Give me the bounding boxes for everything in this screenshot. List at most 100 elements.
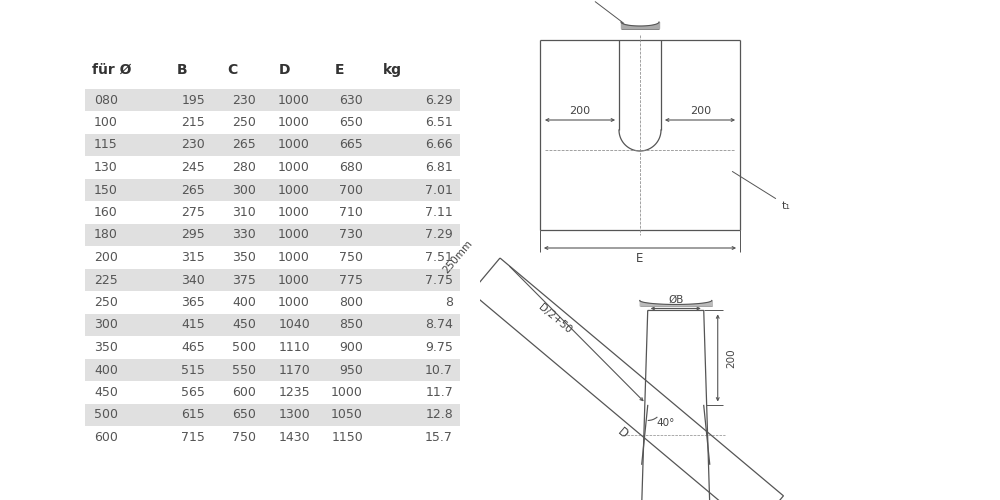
Text: 250: 250 (94, 296, 118, 309)
Text: 400: 400 (94, 364, 118, 376)
Text: 615: 615 (181, 408, 205, 422)
Text: 1170: 1170 (278, 364, 310, 376)
Text: 665: 665 (339, 138, 363, 151)
Text: 1110: 1110 (278, 341, 310, 354)
Text: 465: 465 (181, 341, 205, 354)
Text: 8: 8 (445, 296, 453, 309)
Text: 400: 400 (232, 296, 256, 309)
Text: 1000: 1000 (331, 386, 363, 399)
Text: 15.7: 15.7 (425, 431, 453, 444)
Text: 650: 650 (339, 116, 363, 129)
Text: 230: 230 (232, 94, 256, 106)
Text: 350: 350 (232, 251, 256, 264)
Text: 565: 565 (181, 386, 205, 399)
Text: 6.51: 6.51 (425, 116, 453, 129)
Text: 215: 215 (181, 116, 205, 129)
Text: 1150: 1150 (331, 431, 363, 444)
Text: E: E (335, 63, 345, 77)
Bar (85, 201, 460, 224)
Text: D: D (278, 63, 290, 77)
Text: 365: 365 (181, 296, 205, 309)
Text: 850: 850 (339, 318, 363, 332)
Text: 1430: 1430 (278, 431, 310, 444)
Text: 415: 415 (181, 318, 205, 332)
Text: 450: 450 (94, 386, 118, 399)
Text: für Ø: für Ø (92, 63, 132, 77)
Text: 200: 200 (94, 251, 118, 264)
Text: 1040: 1040 (278, 318, 310, 332)
Text: 800: 800 (339, 296, 363, 309)
Bar (85, 179, 460, 201)
Text: 250mm: 250mm (441, 238, 474, 276)
Text: 600: 600 (232, 386, 256, 399)
Text: 080: 080 (94, 94, 118, 106)
Text: 1000: 1000 (278, 251, 310, 264)
Text: 500: 500 (232, 341, 256, 354)
Text: t₁: t₁ (782, 201, 790, 211)
Bar (85, 89, 460, 112)
Text: 7.11: 7.11 (425, 206, 453, 219)
Text: 715: 715 (181, 431, 205, 444)
Text: 500: 500 (94, 408, 118, 422)
Text: 775: 775 (339, 274, 363, 286)
Text: 225: 225 (94, 274, 118, 286)
Text: 1000: 1000 (278, 296, 310, 309)
Text: 200: 200 (727, 348, 737, 368)
Text: C: C (227, 63, 237, 77)
Bar (85, 404, 460, 426)
Bar (85, 336, 460, 359)
Bar (85, 359, 460, 381)
Text: 1000: 1000 (278, 228, 310, 241)
Text: 100: 100 (94, 116, 118, 129)
Text: 6.66: 6.66 (425, 138, 453, 151)
Text: 515: 515 (181, 364, 205, 376)
Text: 1000: 1000 (278, 161, 310, 174)
Text: 750: 750 (232, 431, 256, 444)
Text: 200: 200 (569, 106, 590, 116)
Text: 115: 115 (94, 138, 118, 151)
Text: 950: 950 (339, 364, 363, 376)
Text: 280: 280 (232, 161, 256, 174)
Text: 11.7: 11.7 (425, 386, 453, 399)
Text: E: E (636, 252, 644, 264)
Text: 12.8: 12.8 (425, 408, 453, 422)
Text: 330: 330 (232, 228, 256, 241)
Text: 230: 230 (181, 138, 205, 151)
Text: 1000: 1000 (278, 94, 310, 106)
Text: ØB: ØB (668, 294, 683, 304)
Text: 375: 375 (232, 274, 256, 286)
Text: 900: 900 (339, 341, 363, 354)
Bar (85, 269, 460, 291)
Text: 195: 195 (181, 94, 205, 106)
Text: 150: 150 (94, 184, 118, 196)
Text: 6.29: 6.29 (425, 94, 453, 106)
Bar (85, 224, 460, 246)
Bar (85, 426, 460, 449)
Text: 6.81: 6.81 (425, 161, 453, 174)
Text: 340: 340 (181, 274, 205, 286)
Text: kg: kg (382, 63, 402, 77)
Text: 600: 600 (94, 431, 118, 444)
Text: 7.29: 7.29 (425, 228, 453, 241)
Text: 160: 160 (94, 206, 118, 219)
Text: 40°: 40° (657, 418, 675, 428)
Text: 450: 450 (232, 318, 256, 332)
Text: t₂: t₂ (583, 0, 591, 1)
Text: 1000: 1000 (278, 206, 310, 219)
Text: 7.51: 7.51 (425, 251, 453, 264)
Text: 10.7: 10.7 (425, 364, 453, 376)
Text: 1000: 1000 (278, 274, 310, 286)
Text: 710: 710 (339, 206, 363, 219)
Bar (85, 156, 460, 179)
Bar (85, 314, 460, 336)
Text: 350: 350 (94, 341, 118, 354)
Text: 1000: 1000 (278, 116, 310, 129)
Bar (85, 291, 460, 314)
Text: B: B (177, 63, 187, 77)
Text: 300: 300 (94, 318, 118, 332)
Text: 200: 200 (690, 106, 711, 116)
Text: 315: 315 (181, 251, 205, 264)
Text: 275: 275 (181, 206, 205, 219)
Text: 7.01: 7.01 (425, 184, 453, 196)
Text: 7.75: 7.75 (425, 274, 453, 286)
